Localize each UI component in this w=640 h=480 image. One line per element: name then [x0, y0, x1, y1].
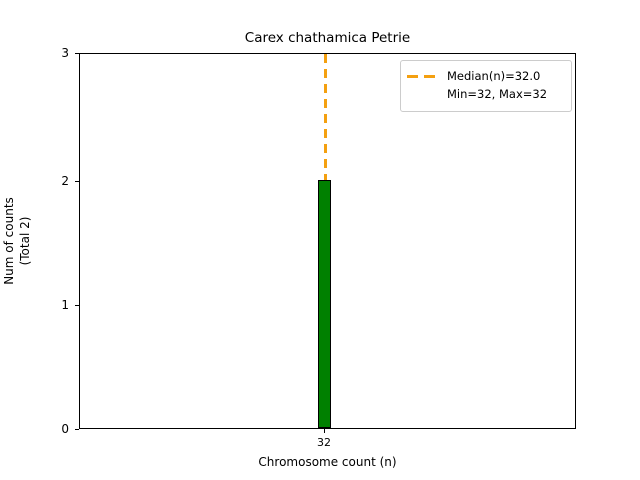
dashed-line-icon [407, 75, 440, 78]
y-tick-label-2: 2 [61, 174, 69, 188]
legend-entry-median: Median(n)=32.0 [447, 69, 541, 83]
legend-entries: Median(n)=32.0 Min=32, Max=32 [447, 68, 547, 104]
y-tick-mark-1 [75, 305, 79, 306]
x-tick-label-32: 32 [317, 436, 331, 449]
page-title: Carex chathamica Petrie [244, 30, 411, 46]
y-tick-mark-2 [75, 181, 79, 182]
legend-entry-minmax: Min=32, Max=32 [447, 86, 548, 101]
plot-area [79, 53, 576, 429]
y-axis-label-wrap: Num of counts (Total 2) [0, 0, 34, 480]
x-axis-label: Chromosome count (n) [258, 455, 397, 469]
y-tick-mark-3 [75, 53, 79, 54]
y-tick-label-3: 3 [61, 46, 69, 60]
y-axis-label-line1: Num of counts [1, 197, 16, 285]
x-tick-mark-32 [324, 429, 325, 433]
y-tick-label-1: 1 [61, 298, 69, 312]
y-tick-mark-0 [75, 429, 79, 430]
legend: Median(n)=32.0 Min=32, Max=32 [400, 60, 572, 112]
y-tick-label-0: 0 [61, 422, 69, 436]
bar-32[interactable] [318, 180, 331, 428]
y-axis-label-line2: (Total 2) [18, 216, 32, 266]
y-axis-label: Num of counts (Total 2) [1, 197, 33, 285]
